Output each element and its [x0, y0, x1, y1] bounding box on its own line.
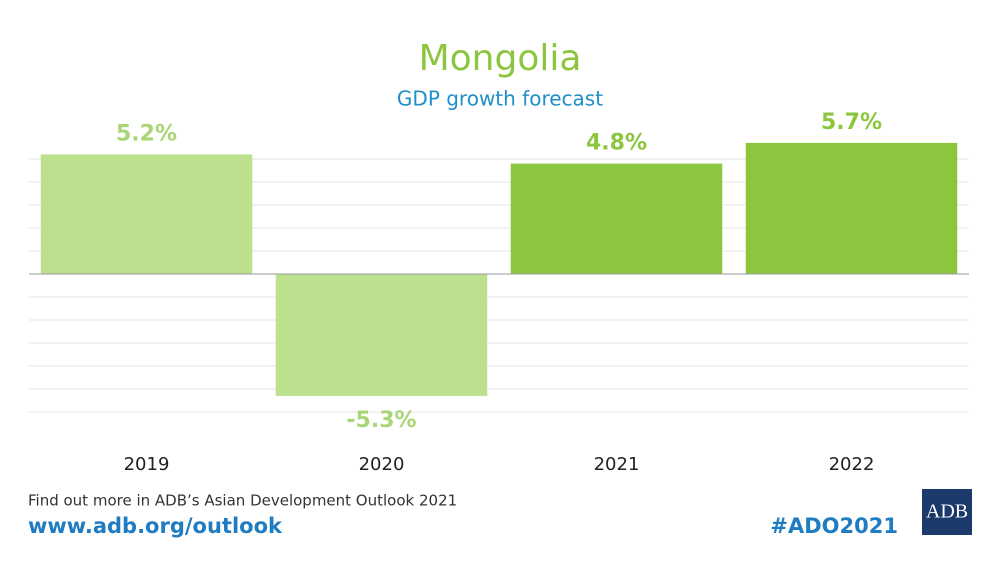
logo: ADB [926, 501, 968, 523]
footer-note: Find out more in ADB’s Asian Development… [28, 492, 457, 510]
value-label: 5.7% [821, 110, 882, 135]
value-label: 4.8% [586, 131, 647, 156]
chart-title: Mongolia [419, 38, 582, 79]
chart-subtitle: GDP growth forecast [397, 87, 603, 111]
logo-box [922, 489, 972, 535]
footer-url: www.adb.org/outlook [28, 514, 283, 538]
value-label: -5.3% [346, 408, 416, 433]
x-tick-label: 2020 [359, 454, 405, 475]
x-tick-label: 2022 [829, 454, 875, 475]
x-tick-label: 2019 [124, 454, 170, 475]
bar [40, 154, 253, 274]
bar [745, 142, 958, 274]
bar [275, 274, 488, 396]
x-tick-label: 2021 [594, 454, 640, 475]
value-label: 5.2% [116, 121, 177, 146]
bar [510, 163, 723, 274]
hashtag: #ADO2021 [770, 514, 898, 538]
